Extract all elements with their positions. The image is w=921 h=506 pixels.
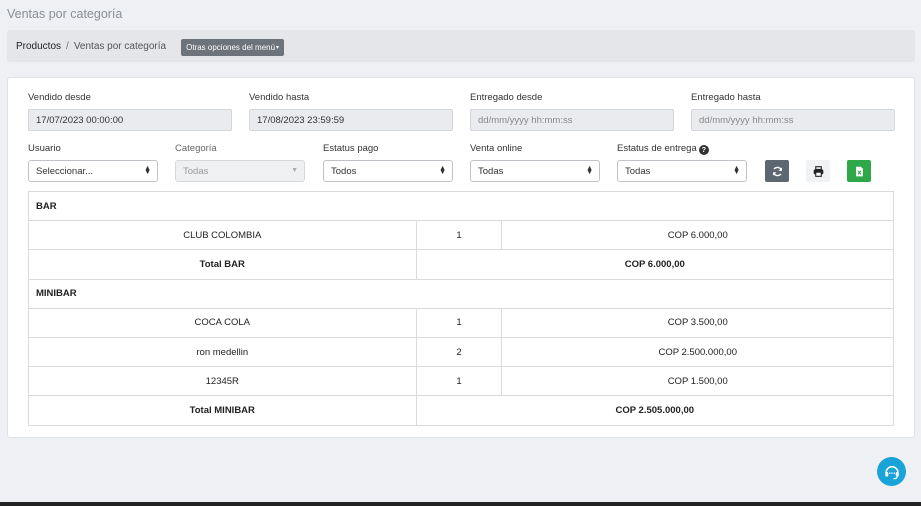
user-select[interactable]: Seleccionar... ▲ ▼ [28, 160, 158, 182]
breadcrumb-separator: / [66, 40, 69, 52]
headset-icon [884, 465, 899, 479]
excel-icon [855, 166, 863, 176]
qty-cell: 2 [415, 336, 503, 368]
qty-cell: 1 [415, 307, 503, 338]
select-arrows-icon: ▲ ▼ [439, 165, 446, 176]
delivery-status-select[interactable]: Todas ▲ ▼ [617, 160, 747, 182]
table-row: COCA COLA 1 COP 3.500,00 [28, 307, 894, 338]
breadcrumb-productos-link[interactable]: Productos [16, 40, 62, 52]
support-chat-button[interactable] [877, 457, 906, 486]
sold-to-input[interactable]: 17/08/2023 23:59:59 [249, 109, 453, 131]
total-label-cell: Total BAR [28, 249, 417, 280]
other-menu-options-label: Otras opciones del menú [186, 42, 276, 52]
delivered-to-input[interactable]: dd/mm/yyyy hh:mm:ss [691, 109, 895, 131]
group-header-row: MINIBAR [28, 278, 894, 309]
page-title: Ventas por categoría [7, 7, 123, 21]
online-sale-select[interactable]: Todas ▲ ▼ [470, 160, 600, 182]
product-cell: COCA COLA [28, 307, 417, 338]
window-bottom-border [0, 502, 921, 506]
table-row: ron medellin 2 COP 2.500.000,00 [28, 336, 894, 368]
refresh-icon [772, 166, 782, 176]
category-label: Categoría [175, 143, 217, 154]
group-header-row: BAR [28, 190, 894, 222]
delivery-status-label-wrap: Estatus de entrega? [617, 143, 709, 155]
select-arrows-icon: ▲ ▼ [733, 165, 740, 176]
amount-cell: COP 1.500,00 [501, 366, 894, 397]
product-cell: 12345R [28, 366, 417, 397]
amount-cell: COP 2.500.000,00 [501, 336, 894, 368]
sold-to-label: Vendido hasta [249, 92, 310, 103]
table-row: CLUB COLOMBIA 1 COP 6.000,00 [28, 220, 894, 251]
product-cell: ron medellin [28, 336, 417, 368]
online-sale-label: Venta online [470, 143, 523, 154]
delivered-to-label: Entregado hasta [691, 92, 761, 103]
sold-from-input[interactable]: 17/07/2023 00:00:00 [28, 109, 232, 131]
delivery-status-label: Estatus de entrega [617, 143, 697, 154]
online-sale-select-value: Todas [478, 165, 504, 177]
select-arrows-icon: ▲ ▼ [586, 165, 593, 176]
export-excel-button[interactable] [847, 160, 871, 182]
total-label-cell: Total MINIBAR [28, 395, 417, 426]
group-total-row: Total BAR COP 6.000,00 [28, 249, 895, 280]
print-button[interactable] [806, 160, 830, 182]
payment-status-select-value: Todos [331, 165, 357, 177]
group-name: BAR [28, 190, 894, 222]
payment-status-label: Estatus pago [323, 143, 379, 154]
qty-cell: 1 [415, 220, 503, 251]
amount-cell: COP 3.500,00 [501, 307, 894, 338]
sales-report-table: BAR CLUB COLOMBIA 1 COP 6.000,00 Total B… [28, 190, 895, 426]
user-label: Usuario [28, 143, 61, 154]
product-cell: CLUB COLOMBIA [28, 220, 417, 251]
report-panel: Vendido desde 17/07/2023 00:00:00 Vendid… [7, 77, 915, 438]
print-icon [813, 165, 823, 177]
user-select-value: Seleccionar... [36, 165, 94, 177]
total-amount-cell: COP 6.000,00 [415, 249, 895, 280]
other-menu-options-button[interactable]: Otras opciones del menú ▾ [181, 38, 285, 56]
delivered-from-input[interactable]: dd/mm/yyyy hh:mm:ss [470, 109, 674, 131]
category-select-value: Todas [183, 165, 209, 177]
breadcrumb: Productos / Ventas por categoría Otras o… [7, 30, 915, 62]
amount-cell: COP 6.000,00 [501, 220, 894, 251]
total-amount-cell: COP 2.505.000,00 [415, 395, 895, 426]
breadcrumb-current: Ventas por categoría [73, 40, 167, 52]
delivery-status-select-value: Todas [625, 165, 651, 177]
qty-cell: 1 [415, 366, 503, 397]
delivered-from-label: Entregado desde [470, 92, 543, 103]
sold-from-label: Vendido desde [28, 92, 91, 103]
payment-status-select[interactable]: Todos ▲ ▼ [323, 160, 453, 182]
table-row: 12345R 1 COP 1.500,00 [28, 366, 894, 397]
refresh-button[interactable] [765, 160, 789, 182]
select-arrows-icon: ▲ ▼ [144, 165, 151, 176]
group-name: MINIBAR [28, 278, 894, 309]
chevron-down-icon: ▼ [291, 167, 298, 174]
question-circle-icon[interactable]: ? [698, 144, 709, 155]
category-select: Todas ▼ [175, 160, 305, 182]
caret-down-icon: ▾ [276, 44, 280, 51]
group-total-row: Total MINIBAR COP 2.505.000,00 [28, 395, 895, 426]
